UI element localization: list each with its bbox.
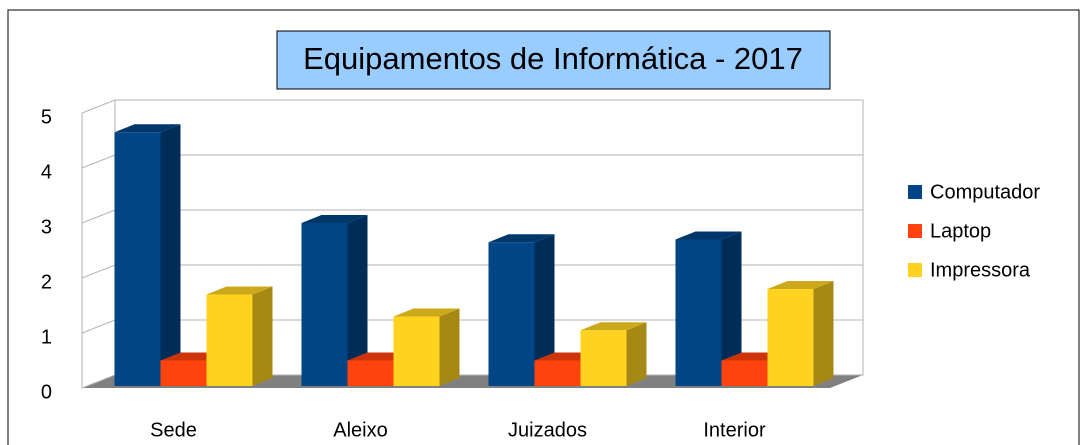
x-tick-label: Sede [150,419,197,441]
bar-top [206,286,273,295]
bar-top [488,234,555,243]
legend-label: Laptop [930,220,991,242]
bar-side [626,322,647,386]
bar-front [393,316,440,386]
bar-front [534,360,581,386]
bar-side [721,231,742,386]
bar-front [160,360,207,386]
bar-side [439,308,460,386]
bar-top [580,322,647,331]
bar-front [580,330,627,386]
bar-front [767,289,814,386]
bar-side [347,215,368,386]
y-tick-label: 2 [41,271,52,293]
floor [82,375,863,388]
bar-front [114,132,161,386]
bar-top [114,124,181,133]
bar-side [813,281,834,386]
bar-front [488,242,535,386]
x-tick-label: Aleixo [333,419,387,441]
bar-front [206,294,253,386]
chart-title: Equipamentos de Informática - 2017 [303,41,803,76]
bar [301,215,368,386]
title-box [276,30,831,90]
y-tick-label: 0 [41,381,52,403]
bar-side [252,286,273,386]
bar-side [160,124,181,386]
bar [580,322,647,386]
bar-top [301,215,368,223]
legend-swatch [908,185,922,199]
bar-side [534,234,555,386]
bar [675,231,742,386]
bar-front [675,239,722,386]
bar-front [347,360,394,386]
bar-top [675,231,742,240]
x-tick-label: Juizados [508,419,587,441]
x-tick-label: Interior [703,419,766,441]
bar-top [393,308,460,317]
legend-label: Computador [930,181,1040,203]
bar-front [301,223,348,386]
legend-swatch [908,263,922,277]
y-tick-label: 1 [41,326,52,348]
grid-line [81,99,863,114]
bar [393,308,460,386]
bar [114,124,181,386]
bar-front [721,360,768,386]
bar [206,286,273,386]
y-tick-label: 4 [41,161,52,183]
bar [488,234,555,386]
y-tick-label: 5 [41,106,52,128]
bar [767,281,834,386]
y-tick-label: 3 [41,216,52,238]
legend-label: Impressora [930,259,1031,281]
bar-top [767,281,834,289]
legend-swatch [908,224,922,238]
